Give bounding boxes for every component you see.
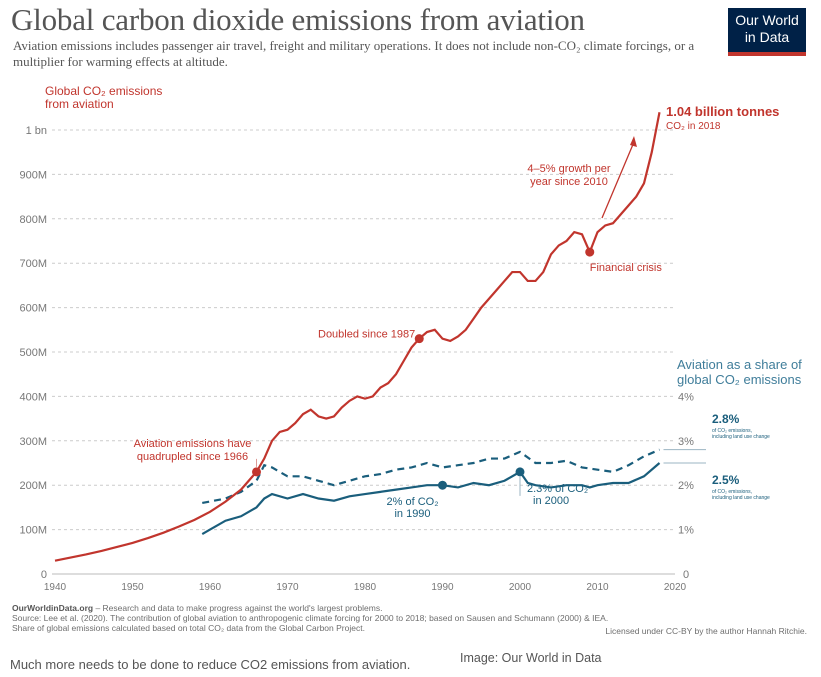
x-tick-label: 2020 bbox=[664, 582, 687, 593]
y-tick-label: 500M bbox=[19, 347, 47, 359]
emissions-annotation-marker bbox=[252, 467, 261, 477]
share-annotation-text: in 2000 bbox=[533, 495, 569, 507]
x-tick-label: 2010 bbox=[586, 582, 609, 593]
growth-arrow bbox=[601, 141, 635, 219]
share-tick-label: 4% bbox=[678, 391, 694, 403]
y-tick-label: 900M bbox=[19, 169, 47, 181]
end-value-label: 1.04 billion tonnes bbox=[666, 104, 779, 119]
y-tick-label: 800M bbox=[19, 214, 47, 226]
footer-share-note: Share of global emissions calculated bas… bbox=[12, 623, 365, 633]
share-tick-label: 0 bbox=[683, 569, 689, 581]
emissions-annotation-text: quadrupled since 1966 bbox=[137, 451, 248, 463]
share-tick-label: 2% bbox=[678, 480, 694, 492]
share-axis-title-line2: global CO₂ emissions bbox=[677, 372, 802, 387]
emissions-line bbox=[54, 112, 661, 562]
y-tick-label: 100M bbox=[19, 525, 47, 537]
share-tick-label: 1% bbox=[678, 525, 694, 537]
footer-site-link[interactable]: OurWorldinData.org bbox=[12, 603, 94, 613]
series-label-value: 2.8% bbox=[712, 412, 740, 426]
y-axis-label-line2: from aviation bbox=[45, 97, 114, 111]
x-tick-label: 1980 bbox=[354, 582, 377, 593]
emissions-annotation-marker bbox=[585, 247, 595, 257]
share-annotation-text: in 1990 bbox=[394, 508, 430, 520]
end-value-sublabel: CO₂ in 2018 bbox=[666, 121, 721, 132]
x-tick-label: 1970 bbox=[276, 582, 299, 593]
y-tick-label: 1 bn bbox=[26, 125, 47, 137]
y-tick-label: 200M bbox=[19, 480, 47, 492]
share-line-incl-landuse bbox=[202, 448, 660, 505]
emissions-annotation-text: year since 2010 bbox=[530, 176, 608, 188]
share-tick-label: 3% bbox=[678, 436, 694, 448]
page-title: Global carbon dioxide emissions from avi… bbox=[11, 2, 585, 37]
share-annotation-text: 2% of CO₂ bbox=[387, 496, 439, 508]
y-axis-label-line1: Global CO₂ emissions bbox=[45, 84, 162, 98]
share-annotation-text: 2.3% of CO₂ bbox=[527, 483, 588, 495]
emissions-annotation-text: Financial crisis bbox=[590, 262, 663, 274]
emissions-annotation-text: Doubled since 1987 bbox=[318, 329, 415, 341]
logo-line-1: Our World bbox=[735, 12, 799, 28]
y-tick-label: 700M bbox=[19, 258, 47, 270]
x-tick-label: 1950 bbox=[121, 582, 144, 593]
growth-arrow-head bbox=[630, 136, 637, 147]
image-caption: Much more needs to be done to reduce CO2… bbox=[10, 657, 411, 672]
share-axis-title-line1: Aviation as a share of bbox=[677, 357, 802, 372]
footer-source: Source: Lee et al. (2020). The contribut… bbox=[12, 613, 609, 623]
share-line bbox=[201, 462, 661, 535]
y-tick-label: 600M bbox=[19, 303, 47, 315]
footer-license: Licensed under CC-BY by the author Hanna… bbox=[605, 626, 807, 636]
share-annotation-marker bbox=[515, 467, 525, 477]
owid-logo[interactable]: Our World in Data bbox=[728, 8, 806, 56]
emissions-annotation-text: 4–5% growth per bbox=[527, 163, 610, 175]
x-tick-label: 1940 bbox=[44, 582, 67, 593]
series-label-desc: of CO₂ emissions, bbox=[712, 428, 752, 434]
footer-tagline: – Research and data to make progress aga… bbox=[93, 603, 383, 613]
series-label-desc: including land use change bbox=[712, 434, 770, 440]
emissions-chart: 0 100M 200M 300M 400M 500M 600M 700M 800M 900M 1 b… bbox=[19, 84, 802, 593]
emissions-annotation-text: Aviation emissions have bbox=[134, 438, 252, 450]
emissions-annotation-marker bbox=[414, 334, 424, 344]
chart-footer: OurWorldinData.org – Research and data t… bbox=[12, 603, 812, 633]
x-tick-label: 1990 bbox=[431, 582, 454, 593]
footer-line-1: OurWorldinData.org – Research and data t… bbox=[12, 603, 812, 613]
series-label-desc: including land use change bbox=[712, 495, 770, 501]
y-tick-label: 0 bbox=[41, 569, 47, 581]
series-label-desc: of CO₂ emissions, bbox=[712, 489, 752, 495]
y-tick-label: 300M bbox=[19, 436, 47, 448]
x-tick-label: 1960 bbox=[199, 582, 222, 593]
image-credit: Image: Our World in Data bbox=[460, 651, 602, 665]
series-label-value: 2.5% bbox=[712, 473, 740, 487]
page-subtitle: Aviation emissions includes passenger ai… bbox=[13, 38, 695, 69]
y-tick-label: 400M bbox=[19, 391, 47, 403]
logo-line-2: in Data bbox=[744, 29, 790, 45]
share-annotation-marker bbox=[438, 480, 447, 490]
x-tick-label: 2000 bbox=[509, 582, 532, 593]
